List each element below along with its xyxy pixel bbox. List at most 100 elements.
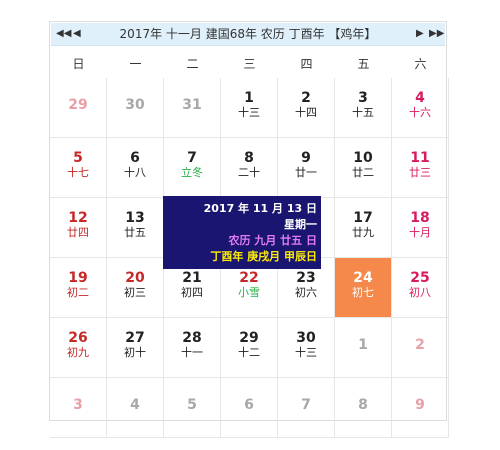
day-number: 2 xyxy=(301,90,311,106)
lunar-date: 二十 xyxy=(238,166,260,179)
lunar-date: 初二 xyxy=(67,286,89,299)
day-cell[interactable]: 29 十二 xyxy=(221,318,278,378)
day-number: 30 xyxy=(125,97,145,113)
day-number: 17 xyxy=(353,210,373,226)
day-cell[interactable]: 31 xyxy=(164,78,221,138)
weekday-label: 日 xyxy=(72,57,85,71)
day-cell[interactable]: 25 初八 xyxy=(392,258,449,318)
day-number: 29 xyxy=(239,330,259,346)
day-number: 9 xyxy=(415,397,425,413)
calendar-header: ◀◀ ◀ 2017年 十一月 建国68年 农历 丁酉年 【鸡年】 ▶ ▶▶ xyxy=(51,23,445,46)
date-tooltip: 2017 年 11 月 13 日 星期一 农历 九月 廿五 日 丁酉年 庚戌月 … xyxy=(163,196,321,269)
day-number: 2 xyxy=(415,337,425,353)
day-cell[interactable]: 23 初六 xyxy=(278,258,335,318)
lunar-date: 立冬 xyxy=(181,166,203,179)
calendar-title: 2017年 十一月 建国68年 农历 丁酉年 【鸡年】 xyxy=(119,27,377,41)
day-number: 4 xyxy=(415,90,425,106)
lunar-date: 十月 xyxy=(409,226,431,239)
day-cell[interactable]: 2 十四 xyxy=(278,78,335,138)
day-number: 26 xyxy=(68,330,88,346)
day-number: 7 xyxy=(187,150,197,166)
day-cell[interactable]: 6 十八 xyxy=(107,138,164,198)
weekday-label: 二 xyxy=(186,57,199,71)
day-cell[interactable]: 3 十五 xyxy=(335,78,392,138)
lunar-date: 初七 xyxy=(352,286,374,299)
day-cell[interactable]: 11 廿三 xyxy=(392,138,449,198)
lunar-date: 廿四 xyxy=(67,226,89,239)
day-cell[interactable]: 26 初九 xyxy=(50,318,107,378)
day-number: 28 xyxy=(182,330,202,346)
day-cell[interactable]: 28 十一 xyxy=(164,318,221,378)
day-cell[interactable]: 6 xyxy=(221,378,278,438)
day-number: 20 xyxy=(125,270,145,286)
day-cell[interactable]: 8 xyxy=(335,378,392,438)
day-number: 9 xyxy=(301,150,311,166)
day-cell[interactable]: 7 立冬 xyxy=(164,138,221,198)
lunar-date: 初四 xyxy=(181,286,203,299)
day-cell[interactable]: 1 xyxy=(335,318,392,378)
day-cell[interactable]: 27 初十 xyxy=(107,318,164,378)
day-cell[interactable]: 17 廿九 xyxy=(335,198,392,258)
day-cell[interactable]: 8 二十 xyxy=(221,138,278,198)
tooltip-weekday: 星期一 xyxy=(284,218,317,231)
day-number: 27 xyxy=(125,330,145,346)
day-cell[interactable]: 22 小雪 xyxy=(221,258,278,318)
day-cell[interactable]: 21 初四 xyxy=(164,258,221,318)
day-cell-today[interactable]: 24 初七 xyxy=(335,258,392,318)
day-number: 7 xyxy=(301,397,311,413)
next-year-button[interactable]: ▶▶ xyxy=(429,28,445,39)
day-cell[interactable]: 12 廿四 xyxy=(50,198,107,258)
day-cell[interactable]: 1 十三 xyxy=(221,78,278,138)
day-number: 1 xyxy=(244,90,254,106)
lunar-date: 十五 xyxy=(352,106,374,119)
day-cell[interactable]: 4 十六 xyxy=(392,78,449,138)
calendar: ◀◀ ◀ 2017年 十一月 建国68年 农历 丁酉年 【鸡年】 ▶ ▶▶ 日 … xyxy=(49,21,449,438)
day-cell[interactable]: 3 xyxy=(50,378,107,438)
day-cell[interactable]: 30 十三 xyxy=(278,318,335,378)
day-cell[interactable]: 10 廿二 xyxy=(335,138,392,198)
prev-year-button[interactable]: ◀◀ xyxy=(56,28,72,39)
lunar-date: 十六 xyxy=(409,106,431,119)
day-number: 24 xyxy=(353,270,373,286)
lunar-date: 十一 xyxy=(181,346,203,359)
lunar-date: 十七 xyxy=(67,166,89,179)
lunar-date: 初三 xyxy=(124,286,146,299)
day-cell[interactable]: 20 初三 xyxy=(107,258,164,318)
day-cell[interactable]: 7 xyxy=(278,378,335,438)
day-number: 11 xyxy=(410,150,430,166)
weekday-label: 六 xyxy=(414,57,427,71)
lunar-date: 十三 xyxy=(238,106,260,119)
day-cell[interactable]: 5 十七 xyxy=(50,138,107,198)
day-number: 3 xyxy=(358,90,368,106)
weekday-label: 五 xyxy=(357,57,370,71)
lunar-date: 廿九 xyxy=(352,226,374,239)
day-cell[interactable]: 29 xyxy=(50,78,107,138)
day-cell[interactable]: 18 十月 xyxy=(392,198,449,258)
day-cell[interactable]: 2 xyxy=(392,318,449,378)
day-cell[interactable]: 9 廿一 xyxy=(278,138,335,198)
day-cell[interactable]: 30 xyxy=(107,78,164,138)
weekday-label: 四 xyxy=(300,57,313,71)
day-cell[interactable]: 9 xyxy=(392,378,449,438)
lunar-date: 初八 xyxy=(409,286,431,299)
day-number: 18 xyxy=(410,210,430,226)
day-cell[interactable]: 19 初二 xyxy=(50,258,107,318)
prev-month-button[interactable]: ◀ xyxy=(73,28,81,39)
day-number: 8 xyxy=(358,397,368,413)
day-cell[interactable]: 4 xyxy=(107,378,164,438)
day-number: 19 xyxy=(68,270,88,286)
day-number: 25 xyxy=(410,270,430,286)
day-number: 5 xyxy=(73,150,83,166)
day-number: 23 xyxy=(296,270,316,286)
weekday-label: 一 xyxy=(129,57,142,71)
day-number: 4 xyxy=(130,397,140,413)
next-month-button[interactable]: ▶ xyxy=(416,28,424,39)
lunar-date: 廿一 xyxy=(295,166,317,179)
day-number: 6 xyxy=(244,397,254,413)
day-cell[interactable]: 5 xyxy=(164,378,221,438)
day-number: 12 xyxy=(68,210,88,226)
day-number: 31 xyxy=(182,97,202,113)
day-cell[interactable]: 13 廿五 xyxy=(107,198,164,258)
lunar-date: 廿三 xyxy=(409,166,431,179)
tooltip-ganzhi: 丁酉年 庚戌月 甲辰日 xyxy=(210,250,317,263)
